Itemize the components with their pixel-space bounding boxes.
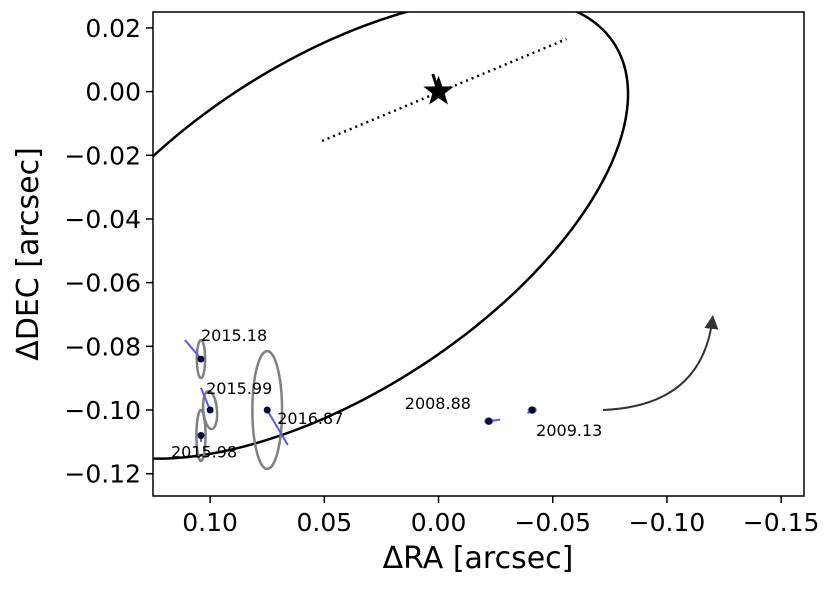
x-tick-label: −0.15 bbox=[743, 508, 820, 537]
x-tick-label: −0.10 bbox=[629, 508, 706, 537]
epoch-label: 2009.13 bbox=[536, 421, 602, 440]
epoch-label: 2016.87 bbox=[277, 409, 343, 428]
y-tick-label: 0.02 bbox=[85, 14, 141, 43]
data-point bbox=[485, 417, 493, 425]
epoch-label: 2015.98 bbox=[171, 443, 237, 462]
y-tick-label: −0.08 bbox=[64, 332, 141, 361]
plot-area bbox=[153, 12, 719, 471]
x-tick-label: 0.00 bbox=[411, 508, 467, 537]
error-ellipse bbox=[251, 349, 284, 471]
x-axis-title: ΔRA [arcsec] bbox=[383, 541, 574, 576]
data-point bbox=[206, 406, 214, 414]
residual-line bbox=[266, 409, 289, 446]
y-tick-label: 0.00 bbox=[85, 78, 141, 107]
residual-line bbox=[200, 387, 212, 411]
epoch-labels: 2015.18 2015.99 2015.98 2016.87 2008.88 2009.… bbox=[171, 326, 602, 461]
y-tick-label: −0.04 bbox=[64, 205, 141, 234]
epoch-label: 2015.18 bbox=[201, 326, 267, 345]
data-point bbox=[197, 432, 205, 439]
plot-frame bbox=[152, 11, 805, 497]
y-axis-title: ΔDEC [arcsec] bbox=[11, 147, 46, 361]
data-point bbox=[263, 406, 271, 414]
error-ellipse bbox=[195, 408, 207, 463]
y-tick-label: −0.10 bbox=[64, 396, 141, 425]
x-axis: 0.10 0.05 0.00 −0.05 −0.10 −0.15 bbox=[182, 496, 819, 537]
residual-line bbox=[184, 339, 202, 360]
y-axis: 0.02 0.00 −0.02 −0.04 −0.06 −0.08 −0.10 −0.12 bbox=[64, 14, 153, 489]
x-tick-label: 0.10 bbox=[182, 508, 238, 537]
x-tick-label: 0.05 bbox=[296, 508, 352, 537]
orbit-ellipse bbox=[153, 12, 630, 460]
error-ellipse bbox=[195, 338, 207, 380]
star-marker bbox=[423, 75, 454, 105]
y-tick-label: −0.06 bbox=[64, 269, 141, 298]
data-point bbox=[197, 355, 205, 363]
x-tick-label: −0.05 bbox=[514, 508, 591, 537]
epoch-label: 2008.88 bbox=[405, 394, 471, 413]
y-tick-label: −0.02 bbox=[64, 141, 141, 170]
epoch-label: 2015.99 bbox=[206, 379, 272, 398]
motion-arrow bbox=[602, 314, 719, 412]
y-tick-label: −0.12 bbox=[64, 460, 141, 489]
data-point bbox=[528, 406, 536, 414]
